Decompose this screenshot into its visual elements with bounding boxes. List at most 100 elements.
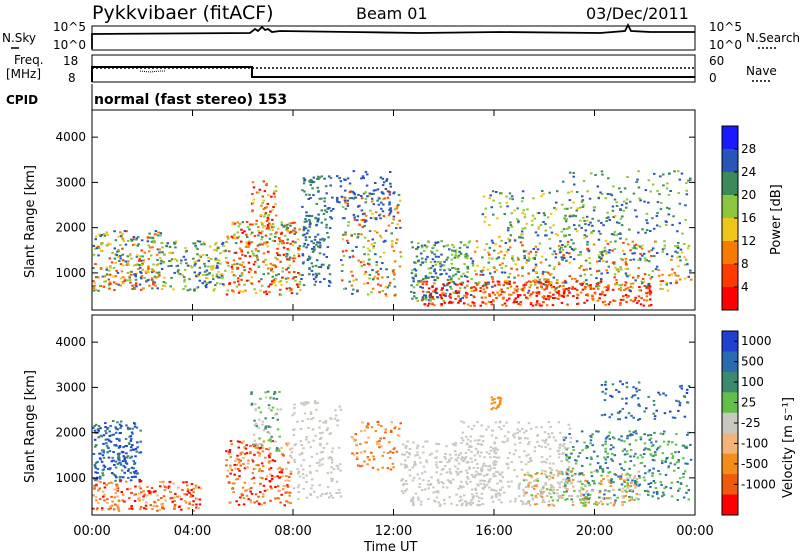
- velocity-cell: [474, 447, 478, 450]
- velocity-cell: [142, 507, 146, 510]
- power-cell: [395, 207, 399, 210]
- velocity-cell: [233, 473, 236, 476]
- velocity-cell: [634, 430, 637, 433]
- power-cell: [604, 197, 608, 200]
- power-cell: [459, 298, 462, 300]
- velocity-cell: [114, 426, 117, 429]
- velocity-cell: [139, 505, 143, 508]
- power-cell: [216, 262, 220, 265]
- velocity-cell: [396, 434, 400, 437]
- velocity-cell: [565, 448, 568, 451]
- power-cell: [103, 280, 106, 283]
- velocity-cell: [106, 502, 109, 504]
- velocity-cell: [488, 452, 491, 455]
- power-cell: [308, 256, 312, 259]
- power-cell: [356, 236, 359, 239]
- velocity-cell: [225, 464, 228, 467]
- power-cell: [302, 229, 305, 232]
- power-cell: [254, 270, 257, 273]
- power-cell: [298, 228, 301, 231]
- power-cell: [496, 291, 499, 294]
- power-cell: [385, 178, 389, 181]
- velocity-cell: [299, 440, 302, 443]
- velocity-cell: [507, 431, 510, 434]
- velocity-cell: [411, 498, 414, 501]
- velocity-cell: [609, 448, 612, 451]
- velocity-cell: [319, 432, 322, 434]
- power-cell: [586, 294, 590, 297]
- velocity-cell: [647, 395, 650, 398]
- velocity-cell: [616, 418, 620, 421]
- velocity-cell: [268, 468, 271, 471]
- power-cell: [421, 296, 425, 299]
- velocity-cell: [105, 432, 108, 435]
- velocity-cell: [615, 389, 618, 391]
- velocity-cell: [626, 453, 629, 456]
- power-cell: [435, 275, 439, 278]
- power-cell: [441, 292, 444, 295]
- power-cell: [635, 181, 638, 183]
- power-cell: [277, 243, 280, 246]
- power-cell: [607, 284, 610, 287]
- velocity-cell: [227, 452, 230, 455]
- velocity-cell: [309, 470, 312, 473]
- velocity-cell: [556, 481, 560, 484]
- power-cell: [152, 283, 155, 286]
- power-cell: [639, 252, 642, 255]
- power-cell: [638, 286, 641, 288]
- power-cell: [537, 212, 541, 214]
- power-cell: [372, 192, 375, 195]
- velocity-cell: [453, 450, 457, 453]
- power-cell: [395, 227, 398, 230]
- velocity-cell: [111, 456, 114, 459]
- power-cell: [564, 220, 568, 223]
- velocity-cell: [544, 446, 547, 448]
- power-cell: [328, 273, 332, 276]
- power-cell: [503, 213, 506, 215]
- velocity-cell: [328, 456, 332, 459]
- power-cell: [286, 277, 290, 280]
- velocity-cell: [149, 491, 153, 494]
- power-cell: [522, 284, 525, 287]
- power-cell: [312, 245, 316, 248]
- velocity-cell: [389, 450, 392, 453]
- velocity-cell: [460, 458, 463, 461]
- velocity-cell: [476, 462, 479, 465]
- velocity-cell: [422, 465, 426, 468]
- power-cell: [581, 199, 585, 202]
- velocity-cell: [540, 445, 543, 448]
- velocity-cell: [104, 422, 107, 425]
- power-cell: [301, 253, 304, 256]
- velocity-cell: [630, 489, 633, 492]
- velocity-cell: [435, 461, 438, 464]
- power-cell: [607, 285, 610, 288]
- power-cell: [266, 202, 269, 205]
- power-cell: [513, 209, 516, 212]
- velocity-cell: [118, 438, 121, 441]
- power-cell: [304, 239, 308, 242]
- velocity-cell: [117, 500, 121, 503]
- power-cell: [109, 243, 112, 246]
- velocity-cell: [454, 465, 457, 468]
- power-cell: [498, 235, 501, 238]
- power-cell: [598, 256, 601, 259]
- velocity-cell: [118, 452, 121, 455]
- power-cell: [274, 203, 277, 206]
- power-cell: [650, 255, 653, 257]
- power-cell: [196, 253, 199, 256]
- velocity-cell: [620, 483, 624, 486]
- velocity-cell: [297, 491, 301, 494]
- power-cell: [121, 232, 124, 235]
- velocity-cell: [570, 494, 573, 497]
- velocity-cell: [425, 459, 428, 462]
- power-cell: [680, 172, 684, 175]
- power-cell: [656, 212, 659, 215]
- velocity-cell: [117, 509, 121, 512]
- velocity-cell: [600, 483, 603, 485]
- velocity-cell: [266, 431, 270, 434]
- velocity-cell: [397, 434, 401, 437]
- power-cell: [336, 175, 339, 178]
- velocity-cell: [254, 408, 258, 411]
- velocity-cell: [606, 475, 609, 478]
- power-cell: [456, 283, 459, 286]
